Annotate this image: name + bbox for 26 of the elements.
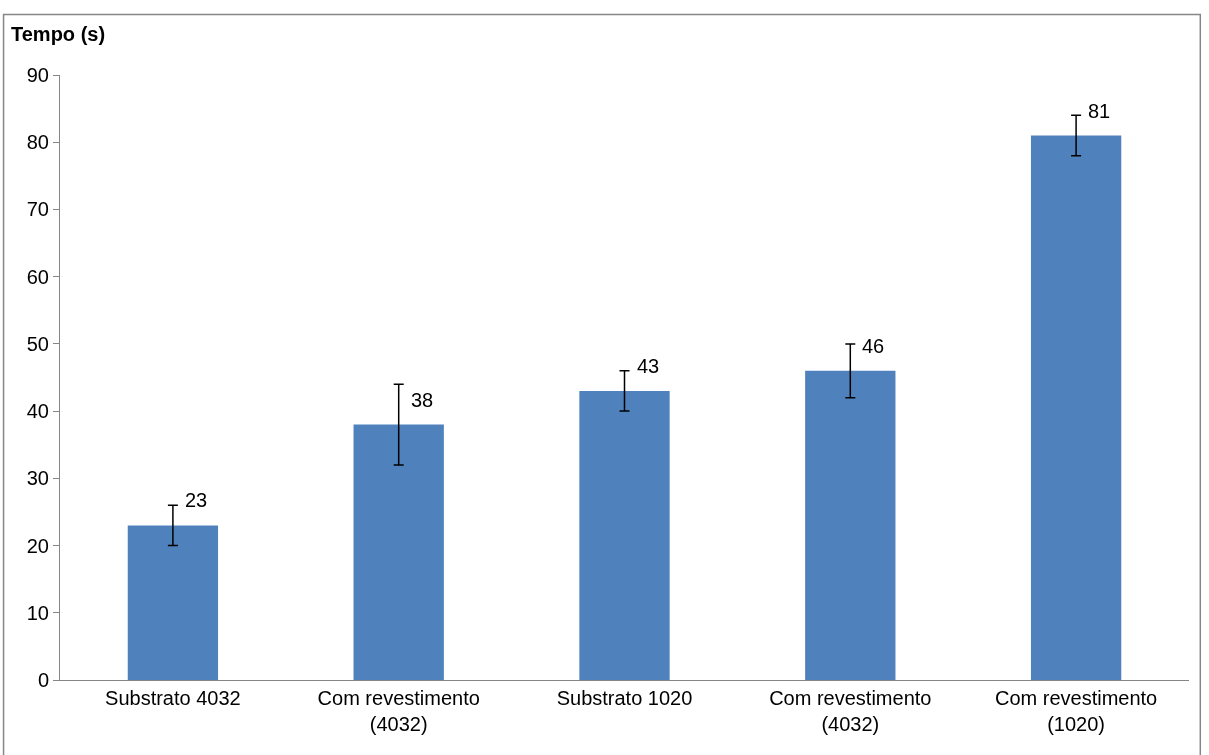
x-tick-label: Substrato 1020 — [556, 687, 693, 709]
y-tick-label: 80 — [26, 131, 49, 154]
bar — [805, 370, 896, 680]
y-tick-label: 0 — [37, 669, 49, 691]
y-tick-label: 40 — [26, 400, 49, 423]
bar — [127, 525, 219, 680]
data-label: 23 — [185, 489, 208, 511]
x-tick-label: Com revestimento (4032) — [769, 687, 932, 735]
bar — [579, 390, 670, 680]
y-tick-label: 90 — [26, 64, 49, 86]
data-label: 43 — [637, 355, 660, 377]
y-tick-label: 60 — [26, 265, 49, 288]
bar — [353, 424, 444, 680]
y-tick-label: 10 — [26, 601, 49, 624]
x-tick-label: Com revestimento (1020) — [994, 687, 1158, 735]
data-label: 46 — [862, 335, 885, 357]
data-label: 38 — [411, 389, 434, 411]
y-tick-label: 30 — [26, 467, 49, 490]
y-tick-label: 50 — [26, 332, 49, 355]
x-tick-label: Com revestimento (4032) — [317, 687, 480, 735]
y-tick-label: 70 — [26, 198, 49, 221]
y-axis-title: Tempo (s) — [11, 23, 106, 45]
bar — [1030, 135, 1122, 680]
x-tick-label: Substrato 4032 — [105, 687, 241, 709]
y-tick-label: 20 — [26, 534, 49, 557]
data-label: 81 — [1088, 100, 1111, 122]
